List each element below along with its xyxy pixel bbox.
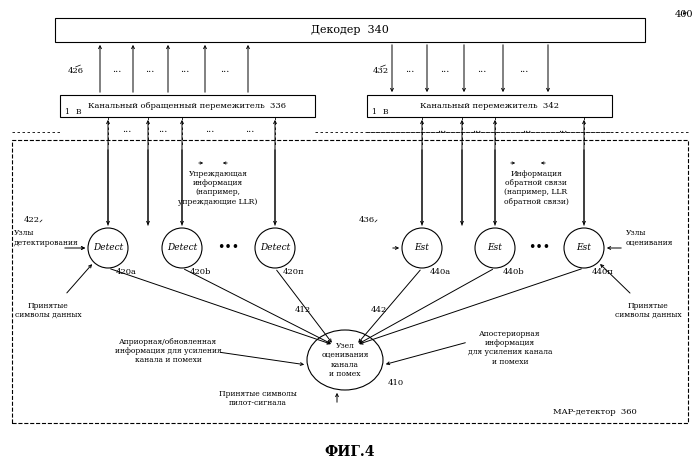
Text: ...: ... (473, 125, 482, 134)
Bar (12, 140, 688, 423)
Text: ...: ... (112, 65, 122, 75)
Text: MAP-детектор  360: MAP-детектор 360 (553, 408, 637, 416)
Text: 412: 412 (295, 306, 311, 314)
Text: Канальный обращенный перемежитель  336: Канальный обращенный перемежитель 336 (88, 102, 286, 110)
Text: Узел
оценивания
канала
и помех: Узел оценивания канала и помех (321, 342, 369, 378)
Text: 440b: 440b (503, 268, 524, 276)
Ellipse shape (307, 330, 383, 390)
Text: ФИГ.4: ФИГ.4 (325, 445, 375, 459)
Text: 1: 1 (64, 108, 69, 116)
Text: Принятые
символы данных: Принятые символы данных (15, 302, 81, 319)
Circle shape (564, 228, 604, 268)
Bar (55, 18, 645, 42)
Text: ...: ... (519, 65, 528, 75)
Circle shape (475, 228, 515, 268)
Text: Detect: Detect (93, 244, 123, 252)
Text: Detect: Detect (260, 244, 290, 252)
Text: Принятые
символы данных: Принятые символы данных (615, 302, 681, 319)
Text: Апостериорная
информация
для усиления канала
и помехи: Апостериорная информация для усиления ка… (468, 330, 552, 366)
Text: 440a: 440a (430, 268, 451, 276)
Text: Узлы
оценивания: Узлы оценивания (626, 229, 673, 247)
Text: 1: 1 (372, 108, 377, 116)
Text: Декодер  340: Декодер 340 (311, 25, 389, 35)
Text: ...: ... (438, 125, 447, 134)
Text: ...: ... (158, 125, 168, 134)
Circle shape (162, 228, 202, 268)
Text: 436: 436 (359, 216, 375, 224)
Text: 420a: 420a (116, 268, 137, 276)
Text: Detect: Detect (167, 244, 197, 252)
Text: 426: 426 (68, 67, 84, 75)
Text: Est: Est (577, 244, 592, 252)
Circle shape (88, 228, 128, 268)
Text: •••: ••• (217, 242, 239, 255)
Text: ...: ... (440, 65, 449, 75)
Text: 422: 422 (24, 216, 40, 224)
Text: •••: ••• (528, 242, 550, 255)
Text: ...: ... (405, 65, 414, 75)
Text: ...: ... (477, 65, 486, 75)
Text: В: В (382, 108, 388, 116)
Circle shape (402, 228, 442, 268)
Text: Информация
обратной связи
(например, LLR
обратной связи): Информация обратной связи (например, LLR… (503, 170, 568, 206)
Text: ...: ... (181, 65, 190, 75)
Text: Априорная/обновленная
информация для усиления
канала и помехи: Априорная/обновленная информация для уси… (115, 338, 221, 364)
Text: 442: 442 (371, 306, 387, 314)
Text: Узлы
детектирования: Узлы детектирования (14, 229, 78, 247)
Text: 420п: 420п (283, 268, 304, 276)
Text: ...: ... (245, 125, 255, 134)
Text: 420b: 420b (190, 268, 211, 276)
Text: ...: ... (559, 125, 568, 134)
Bar (367, 95, 612, 117)
Text: В: В (75, 108, 80, 116)
Text: Est: Est (488, 244, 503, 252)
Bar (60, 95, 315, 117)
Text: 400: 400 (675, 10, 693, 19)
Text: ...: ... (220, 65, 230, 75)
Text: ...: ... (205, 125, 215, 134)
Text: ...: ... (522, 125, 532, 134)
Text: Est: Est (414, 244, 429, 252)
Text: 410: 410 (388, 379, 404, 387)
Circle shape (255, 228, 295, 268)
Text: 432: 432 (373, 67, 389, 75)
Text: Упреждающая
информация
(например,
упреждающие LLR): Упреждающая информация (например, упрежд… (178, 170, 258, 206)
Text: ...: ... (122, 125, 132, 134)
Text: 440п: 440п (592, 268, 614, 276)
Text: Принятые символы
пилот-сигнала: Принятые символы пилот-сигнала (219, 390, 297, 407)
Text: Канальный перемежитель  342: Канальный перемежитель 342 (420, 102, 559, 110)
Text: ...: ... (146, 65, 155, 75)
